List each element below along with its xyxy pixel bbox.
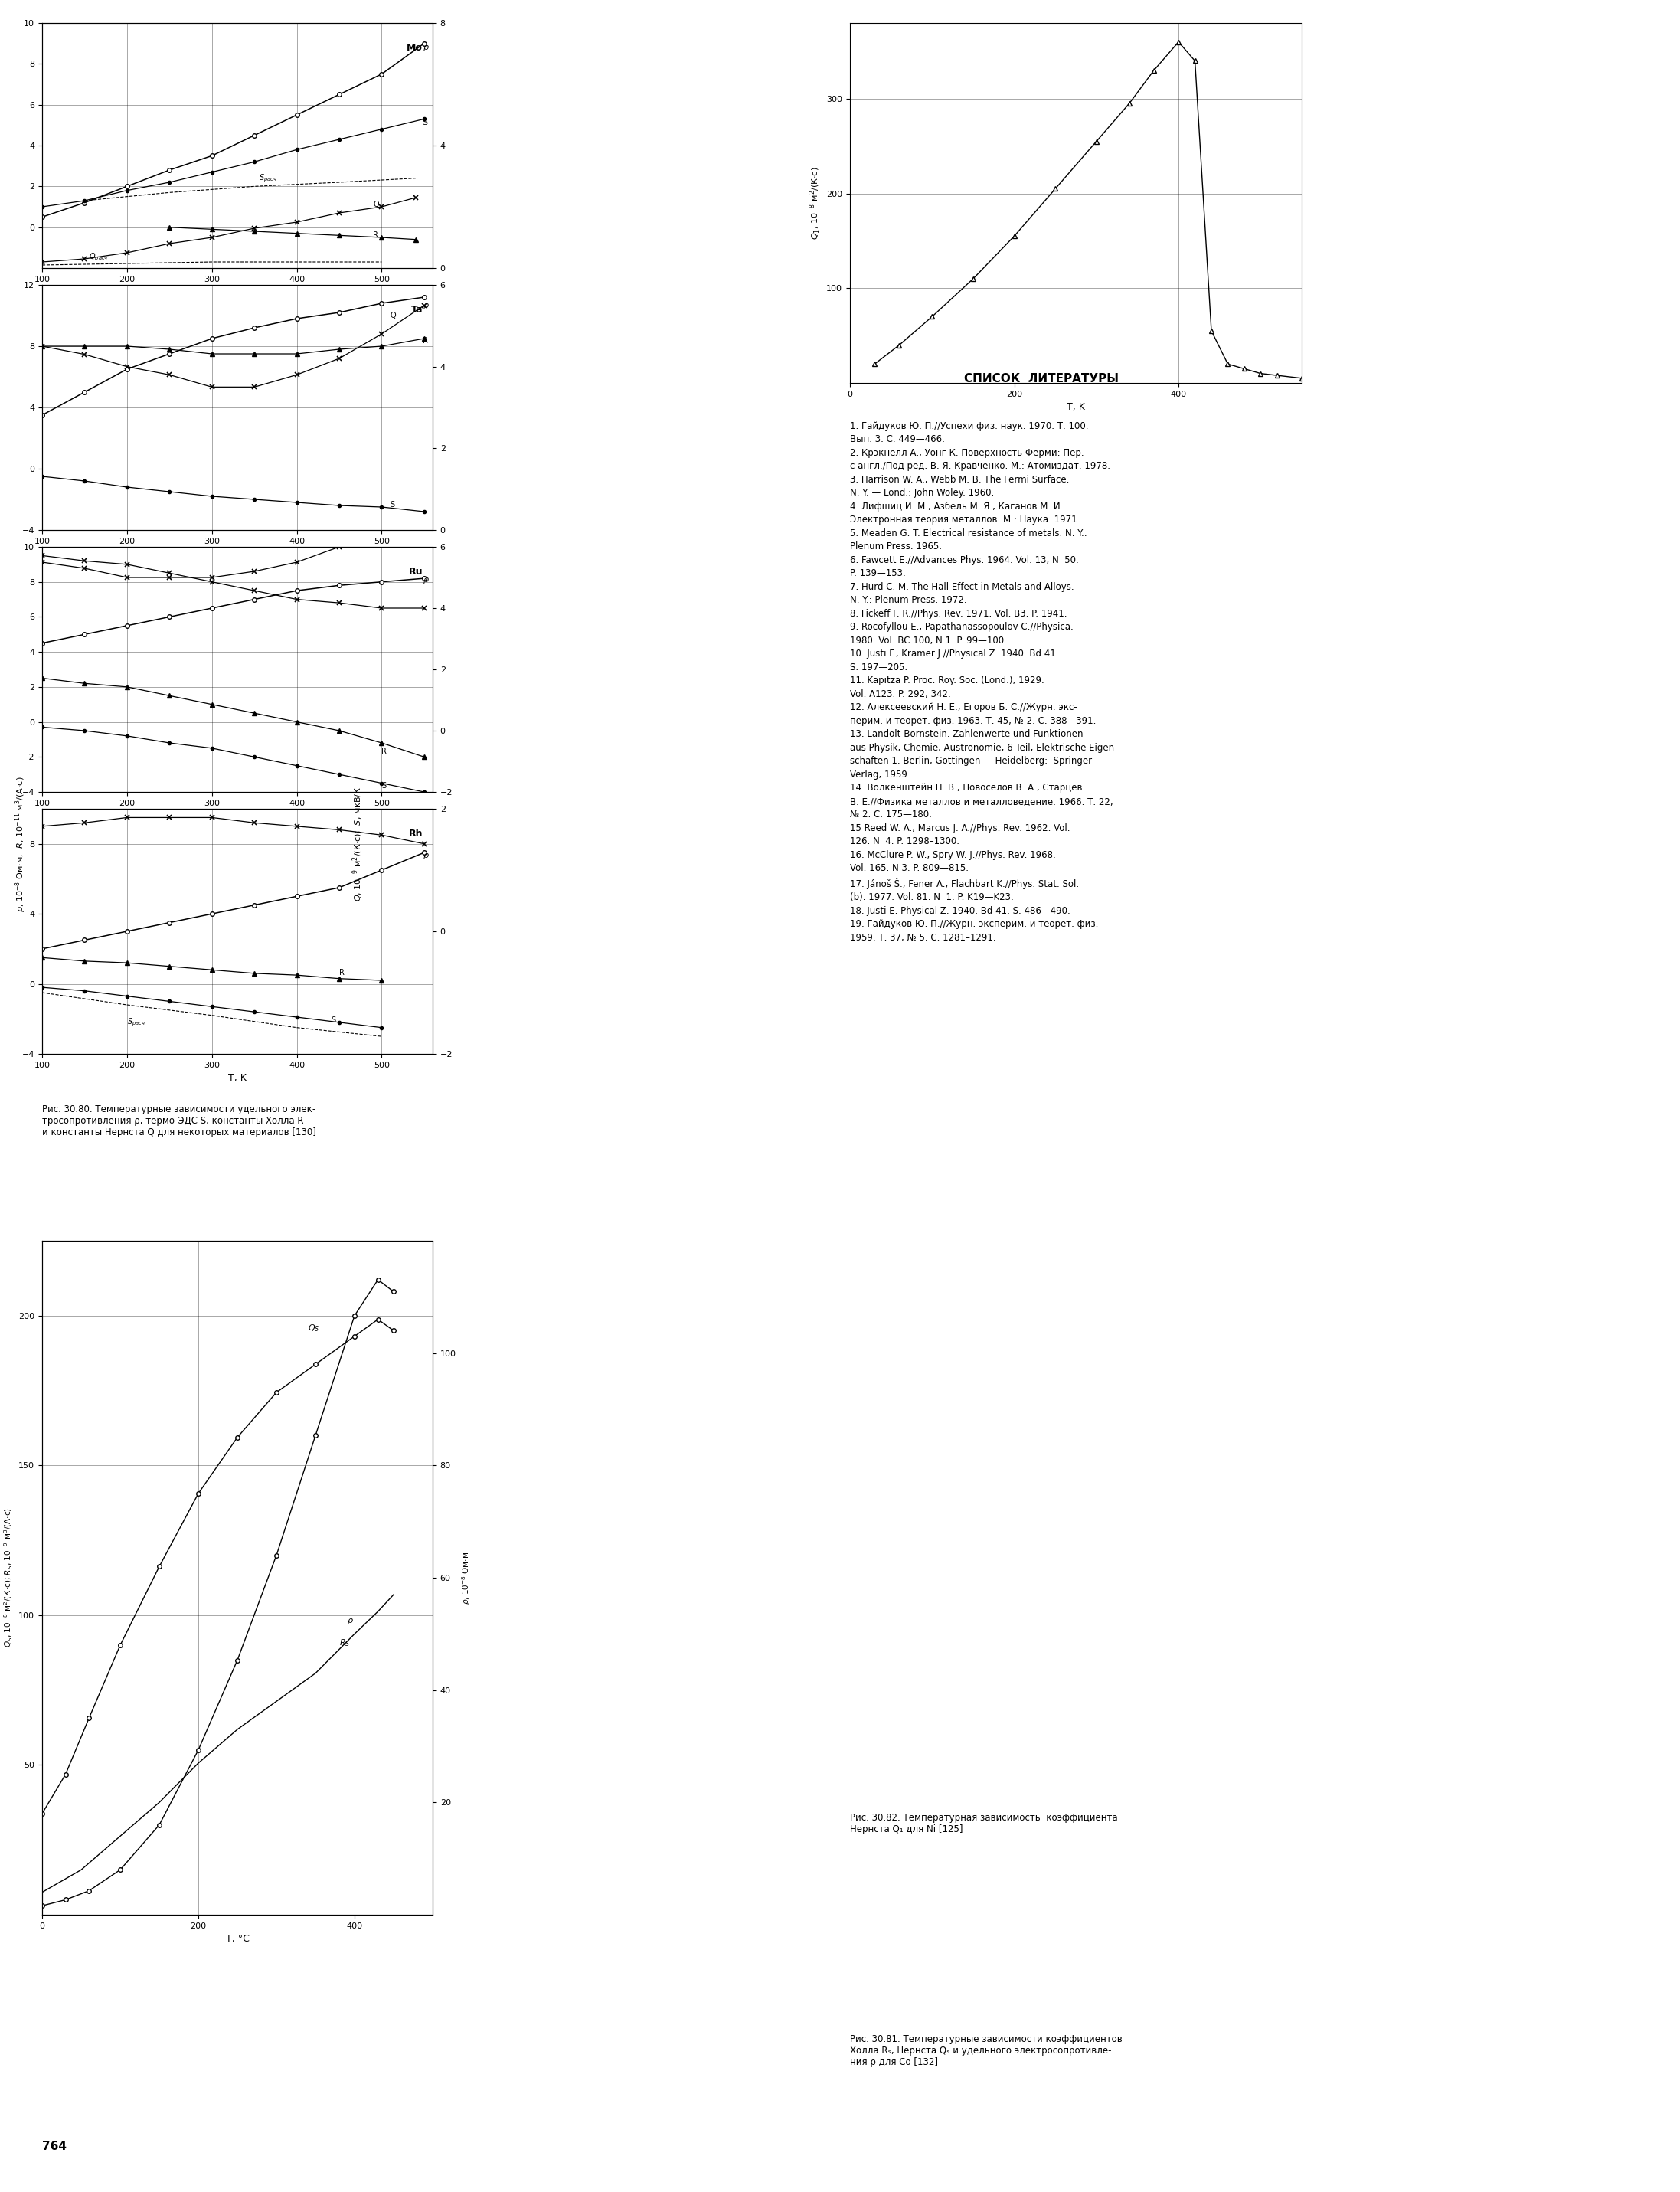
Text: R: R [422,338,428,344]
Text: S: S [422,118,428,127]
Text: $S_{расч}$: $S_{расч}$ [259,173,277,184]
Text: $\rho$: $\rho$ [422,44,430,53]
Y-axis label: $Q_1$, $10^{-8}$ м$^2$/(К·с): $Q_1$, $10^{-8}$ м$^2$/(К·с) [808,167,822,239]
Text: 764: 764 [42,2142,67,2153]
Text: $\rho$, $10^{-8}$ Ом·м;  $R$, $10^{-11}$ м$^3$/(А·с): $\rho$, $10^{-8}$ Ом·м; $R$, $10^{-11}$ … [13,776,27,912]
Text: Рис. 30.82. Температурная зависимость  коэффициента
Нернста Q₁ для Ni [125]: Рис. 30.82. Температурная зависимость ко… [850,1813,1117,1835]
Text: $Q_{расч}$: $Q_{расч}$ [89,252,109,263]
Text: СПИСОК  ЛИТЕРАТУРЫ: СПИСОК ЛИТЕРАТУРЫ [964,373,1119,384]
Text: $R_S$: $R_S$ [339,1637,349,1648]
Text: Mo: Mo [407,42,423,53]
X-axis label: T, °C: T, °C [225,1933,249,1944]
Text: $S_{расч}$: $S_{расч}$ [128,1017,146,1028]
Text: $Q$, $10^{-9}$ м$^2$/(К·с);  $S$, мкВ/К: $Q$, $10^{-9}$ м$^2$/(К·с); $S$, мкВ/К [351,787,365,901]
Text: Q: Q [373,202,380,208]
X-axis label: T, K: T, K [1067,403,1085,412]
Text: $\rho$: $\rho$ [422,576,430,585]
Text: Ta: Ta [412,305,423,313]
Text: $\rho$: $\rho$ [346,1616,353,1626]
Text: $Q_S$: $Q_S$ [307,1324,319,1333]
Y-axis label: $Q_S$, $10^{-8}$ м$^2$/(К·с); $R_S$, $10^{-9}$ м$^3$/(А·с): $Q_S$, $10^{-8}$ м$^2$/(К·с); $R_S$, $10… [2,1508,13,1648]
Text: Q: Q [390,311,396,320]
X-axis label: T, K: T, K [228,1074,247,1083]
Text: S: S [331,1017,336,1024]
Text: S: S [390,502,395,509]
Text: R: R [381,747,386,754]
Text: R: R [339,969,344,978]
Text: R: R [373,232,378,239]
Text: $\rho$: $\rho$ [422,853,430,861]
Text: Rh: Rh [408,829,423,837]
Y-axis label: $\rho$, $10^{-8}$ Ом·м: $\rho$, $10^{-8}$ Ом·м [460,1552,472,1605]
Text: $\rho$: $\rho$ [422,302,430,311]
Text: 1. Гайдуков Ю. П.//Успехи физ. наук. 1970. Т. 100.
Вып. 3. С. 449—466.
2. Крэкне: 1. Гайдуков Ю. П.//Успехи физ. наук. 197… [850,421,1117,943]
Text: Ru: Ru [408,566,423,576]
Text: S: S [381,783,386,789]
Text: Рис. 30.81. Температурные зависимости коэффициентов
Холла Rₛ, Нернста Qₛ и удель: Рис. 30.81. Температурные зависимости ко… [850,2034,1122,2067]
Text: Рис. 30.80. Температурные зависимости удельного элек-
тросопротивления ρ, термо-: Рис. 30.80. Температурные зависимости уд… [42,1105,316,1138]
